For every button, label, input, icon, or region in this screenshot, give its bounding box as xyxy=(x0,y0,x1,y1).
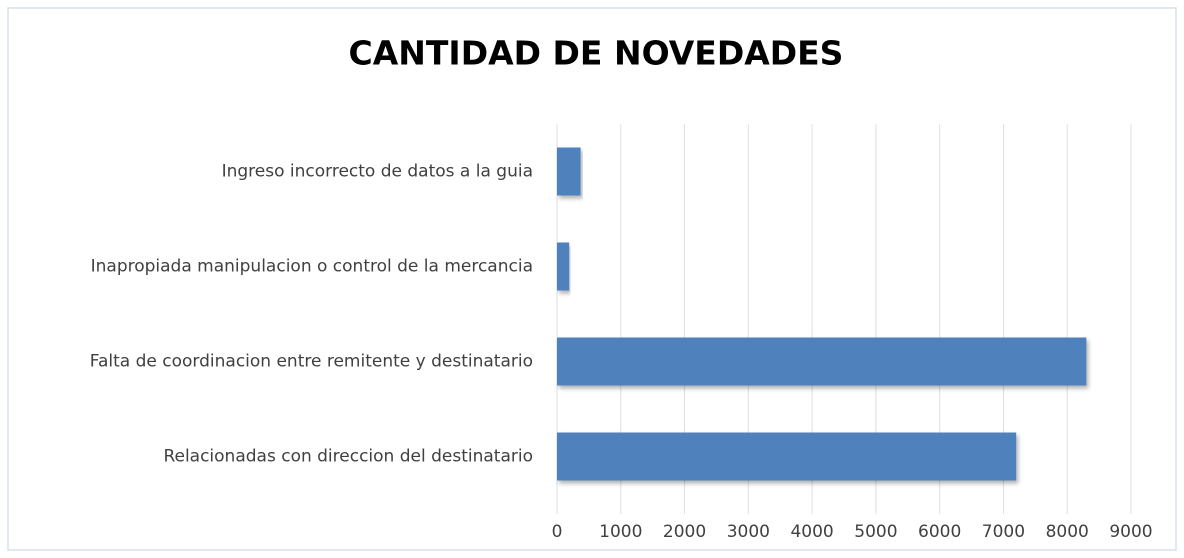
x-tick-label: 8000 xyxy=(1046,522,1089,542)
y-tick-label: Falta de coordinacion entre remitente y … xyxy=(90,352,533,372)
chart-title: CANTIDAD DE NOVEDADES xyxy=(349,34,844,73)
x-tick-label: 9000 xyxy=(1109,522,1152,542)
bar xyxy=(557,242,570,291)
x-tick-label: 7000 xyxy=(982,522,1025,542)
y-tick-label: Ingreso incorrecto de datos a la guia xyxy=(222,162,533,182)
y-tick-label: Relacionadas con direccion del destinata… xyxy=(163,447,533,467)
x-tick-label: 3000 xyxy=(727,522,770,542)
y-tick-label: Inapropiada manipulacion o control de la… xyxy=(91,257,533,277)
x-tick-label: 6000 xyxy=(918,522,961,542)
bar xyxy=(557,147,581,196)
x-tick-label: 5000 xyxy=(854,522,897,542)
bar xyxy=(557,337,1087,386)
bar xyxy=(557,432,1017,481)
x-tick-label: 4000 xyxy=(790,522,833,542)
x-tick-label: 1000 xyxy=(599,522,642,542)
x-tick-label: 2000 xyxy=(663,522,706,542)
x-tick-label: 0 xyxy=(552,522,563,542)
